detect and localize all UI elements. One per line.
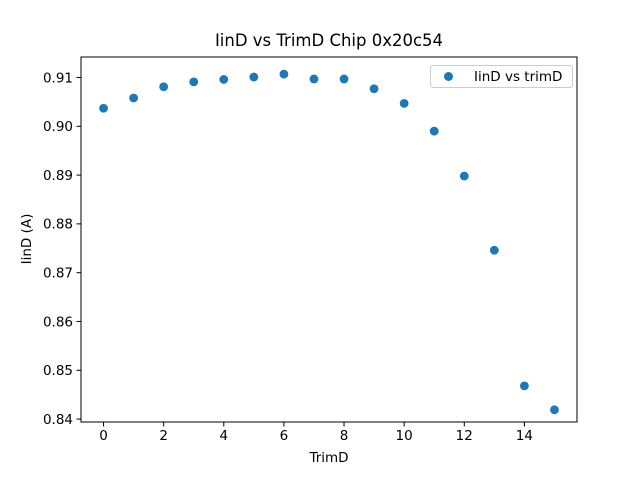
y-tick-label: 0.89 [43, 168, 73, 184]
x-tick-label: 4 [219, 428, 228, 444]
x-tick-label: 0 [99, 428, 108, 444]
x-tick-label: 12 [456, 428, 473, 444]
data-point [550, 405, 559, 415]
data-point [279, 69, 289, 79]
legend: IinD vs trimD [430, 65, 573, 88]
data-point [129, 93, 139, 103]
data-point [459, 171, 469, 181]
data-point [489, 245, 499, 255]
y-tick-label: 0.88 [43, 217, 73, 233]
data-point [369, 84, 379, 94]
data-point [429, 126, 439, 136]
y-axis-label: IinD (A) [19, 213, 35, 265]
y-tick-label: 0.91 [43, 70, 73, 86]
x-axis-label: TrimD [309, 450, 349, 466]
data-point [99, 103, 108, 113]
x-tick-label: 10 [396, 428, 413, 444]
y-tick-label: 0.86 [43, 314, 73, 330]
axes-frame [80, 56, 578, 423]
data-point [339, 74, 349, 84]
legend-marker-icon [444, 72, 453, 81]
data-point [519, 381, 529, 391]
y-tick-label: 0.90 [43, 119, 73, 135]
data-point [399, 98, 409, 108]
legend-label: IinD vs trimD [474, 68, 563, 85]
data-point [159, 82, 169, 92]
x-tick-label: 2 [159, 428, 168, 444]
data-point [249, 72, 259, 82]
y-tick-label: 0.84 [43, 412, 73, 428]
data-point [219, 75, 229, 84]
y-tick-label: 0.87 [43, 265, 73, 281]
x-tick-label: 14 [516, 428, 533, 444]
x-tick-label: 8 [340, 428, 349, 444]
chart-title: IinD vs TrimD Chip 0x20c54 [214, 31, 444, 50]
x-tick-label: 6 [280, 428, 289, 444]
y-tick-label: 0.85 [43, 363, 73, 379]
data-point [189, 77, 199, 87]
data-point [309, 74, 319, 84]
